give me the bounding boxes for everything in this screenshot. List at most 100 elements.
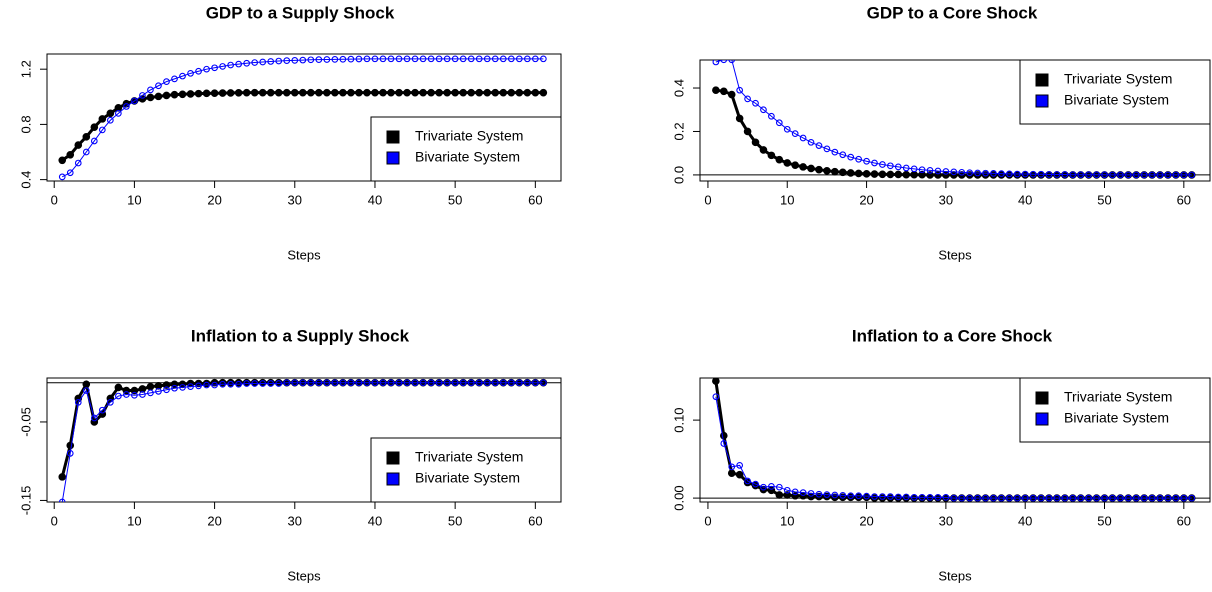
data-point bbox=[258, 88, 267, 97]
data-point bbox=[235, 60, 242, 68]
data-point bbox=[1164, 171, 1172, 179]
data-point bbox=[307, 56, 315, 64]
data-point bbox=[106, 109, 115, 118]
legend-box bbox=[370, 437, 562, 503]
data-point bbox=[1156, 171, 1164, 179]
data-point bbox=[186, 90, 195, 98]
data-point bbox=[815, 490, 823, 498]
data-point bbox=[918, 493, 926, 501]
data-point bbox=[419, 379, 427, 387]
legend-label: Trivariate System bbox=[1064, 389, 1172, 405]
data-point bbox=[323, 88, 331, 97]
data-point bbox=[58, 173, 66, 181]
data-point bbox=[395, 379, 403, 387]
y-tick-label: 0.00 bbox=[671, 485, 686, 510]
x-tick-label: 30 bbox=[288, 192, 302, 207]
data-point bbox=[855, 155, 862, 163]
data-point bbox=[783, 125, 791, 133]
legend-swatch bbox=[1035, 94, 1049, 108]
x-tick-label: 0 bbox=[704, 513, 711, 528]
data-point bbox=[475, 88, 484, 97]
data-point bbox=[1172, 171, 1180, 179]
data-point bbox=[1037, 494, 1045, 502]
data-point bbox=[791, 161, 799, 169]
data-point bbox=[807, 164, 815, 173]
data-point bbox=[751, 138, 760, 147]
data-point bbox=[211, 381, 218, 389]
x-tick-label: 40 bbox=[368, 192, 382, 207]
data-point bbox=[523, 55, 531, 63]
data-point bbox=[862, 170, 871, 178]
data-point bbox=[507, 379, 515, 387]
data-point bbox=[307, 379, 315, 387]
legend-label: Trivariate System bbox=[415, 449, 523, 465]
data-point bbox=[178, 90, 187, 99]
legend-swatch bbox=[386, 151, 400, 165]
data-point bbox=[131, 391, 138, 399]
legend-box bbox=[370, 116, 562, 182]
data-point bbox=[58, 498, 66, 502]
data-point bbox=[1021, 170, 1029, 178]
data-point bbox=[727, 90, 736, 99]
data-point bbox=[515, 88, 524, 97]
data-point bbox=[282, 88, 291, 97]
data-point bbox=[926, 493, 934, 501]
data-point bbox=[855, 492, 862, 500]
x-axis-label: Steps bbox=[287, 568, 321, 583]
data-point bbox=[1109, 494, 1116, 502]
data-point bbox=[139, 391, 146, 398]
data-point bbox=[507, 88, 516, 97]
x-tick-label: 20 bbox=[207, 192, 221, 207]
chart-title: Inflation to a Supply Shock bbox=[191, 326, 410, 345]
data-point bbox=[371, 88, 379, 97]
data-point bbox=[379, 88, 387, 97]
data-point bbox=[910, 170, 918, 179]
data-point bbox=[162, 381, 171, 389]
x-tick-label: 20 bbox=[207, 513, 221, 528]
data-point bbox=[926, 167, 934, 174]
data-point bbox=[942, 493, 950, 501]
data-point bbox=[90, 414, 98, 422]
data-point bbox=[515, 379, 523, 387]
series-line bbox=[715, 60, 1192, 176]
data-point bbox=[768, 112, 775, 120]
data-point bbox=[98, 406, 106, 414]
data-point bbox=[74, 141, 83, 149]
data-point bbox=[1180, 171, 1188, 179]
data-point bbox=[162, 91, 171, 100]
data-point bbox=[211, 64, 218, 72]
data-point bbox=[815, 165, 823, 174]
data-point bbox=[823, 145, 831, 153]
legend-label: Bivariate System bbox=[1064, 410, 1169, 426]
data-point bbox=[131, 97, 138, 105]
data-point bbox=[1045, 171, 1053, 178]
x-tick-label: 40 bbox=[368, 513, 382, 528]
data-point bbox=[839, 492, 847, 499]
series-line bbox=[61, 382, 544, 502]
data-point bbox=[451, 55, 459, 63]
data-point bbox=[1132, 494, 1140, 502]
data-point bbox=[712, 86, 720, 94]
data-point bbox=[435, 55, 443, 63]
data-point bbox=[347, 379, 355, 387]
data-point bbox=[775, 155, 784, 164]
data-point bbox=[435, 88, 443, 97]
data-point bbox=[275, 57, 283, 65]
data-point bbox=[902, 164, 910, 172]
data-point bbox=[807, 490, 815, 497]
data-point bbox=[720, 440, 728, 447]
data-point bbox=[760, 483, 767, 491]
data-point bbox=[974, 169, 981, 177]
data-point bbox=[783, 491, 792, 499]
data-point bbox=[958, 168, 966, 176]
data-point bbox=[339, 55, 347, 63]
data-point bbox=[886, 170, 895, 179]
data-point bbox=[982, 169, 989, 177]
data-point bbox=[171, 75, 178, 83]
data-point bbox=[760, 106, 767, 114]
data-point bbox=[1180, 494, 1188, 502]
legend-swatch bbox=[386, 130, 400, 144]
data-point bbox=[114, 104, 123, 112]
data-point bbox=[291, 56, 299, 64]
